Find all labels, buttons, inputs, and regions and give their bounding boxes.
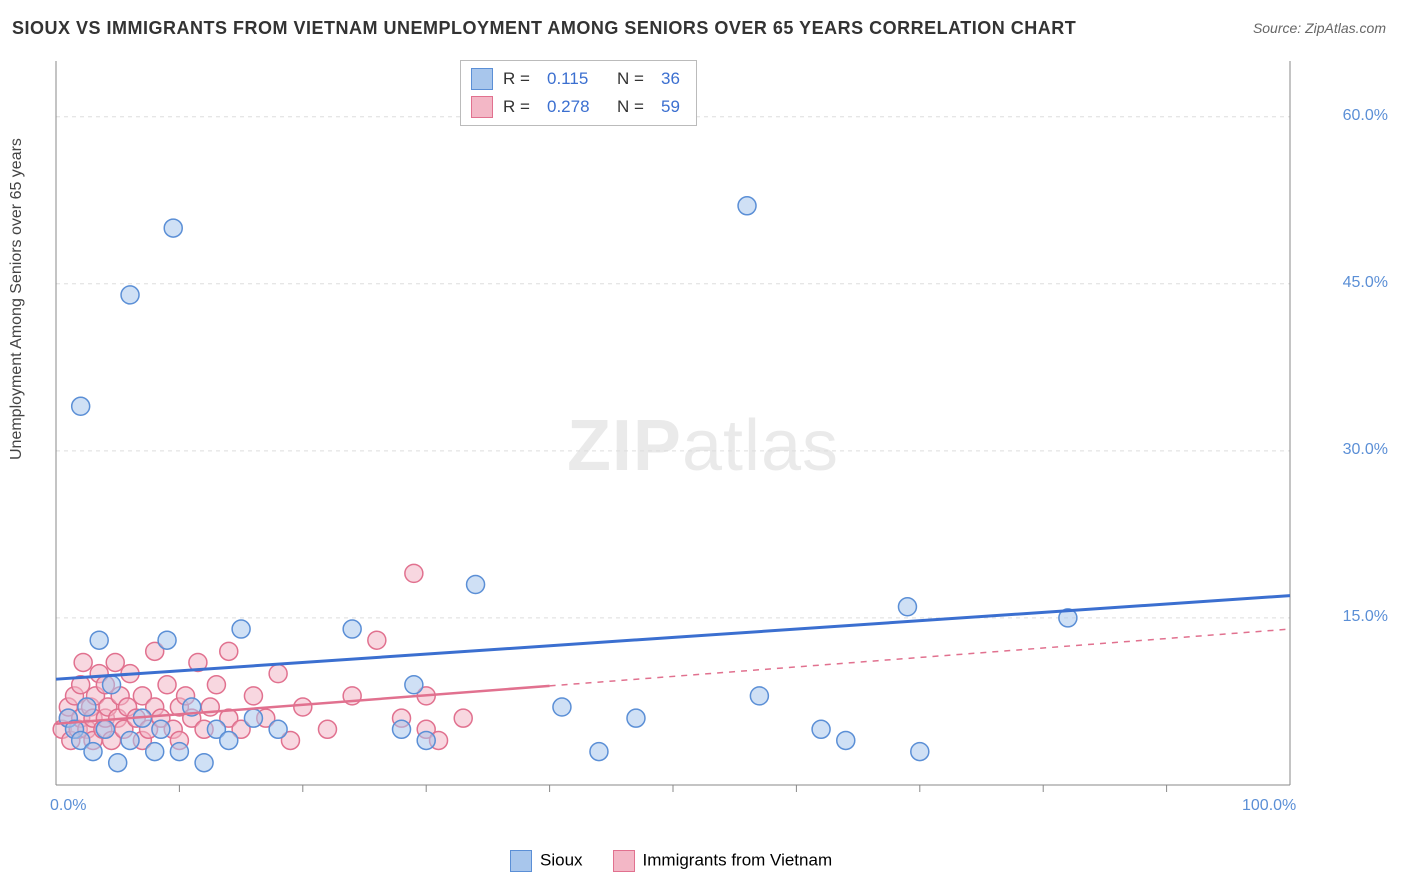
scatter-point: [467, 576, 485, 594]
scatter-point: [96, 720, 114, 738]
scatter-point: [109, 754, 127, 772]
scatter-point: [170, 743, 188, 761]
scatter-point: [232, 620, 250, 638]
y-tick-label: 30.0%: [1343, 441, 1388, 459]
scatter-point: [207, 676, 225, 694]
stats-legend: R = 0.115 N = 36 R = 0.278 N = 59: [460, 60, 697, 126]
scatter-point: [590, 743, 608, 761]
scatter-point: [244, 709, 262, 727]
scatter-point: [294, 698, 312, 716]
stats-legend-row: R = 0.115 N = 36: [471, 65, 680, 93]
scatter-point: [417, 731, 435, 749]
r-label: R =: [503, 65, 537, 93]
legend-swatch: [471, 96, 493, 118]
scatter-point: [220, 642, 238, 660]
scatter-point: [103, 676, 121, 694]
scatter-point: [343, 620, 361, 638]
chart-title: SIOUX VS IMMIGRANTS FROM VIETNAM UNEMPLO…: [12, 18, 1076, 39]
legend-swatch: [510, 850, 532, 872]
scatter-point: [106, 653, 124, 671]
series-legend: Sioux Immigrants from Vietnam: [510, 850, 832, 872]
series-legend-label: Immigrants from Vietnam: [643, 850, 833, 869]
scatter-point: [146, 743, 164, 761]
scatter-point: [405, 564, 423, 582]
x-tick-label: 100.0%: [1242, 797, 1296, 815]
scatter-point: [72, 397, 90, 415]
scatter-point: [318, 720, 336, 738]
scatter-point: [837, 731, 855, 749]
r-value: 0.115: [547, 65, 607, 93]
x-tick-label: 0.0%: [50, 797, 86, 815]
series-legend-item: Immigrants from Vietnam: [613, 850, 833, 872]
scatter-point: [220, 731, 238, 749]
r-label: R =: [503, 93, 537, 121]
y-tick-label: 15.0%: [1343, 608, 1388, 626]
series-legend-label: Sioux: [540, 850, 583, 869]
n-label: N =: [617, 93, 651, 121]
scatter-point: [738, 197, 756, 215]
scatter-point: [269, 665, 287, 683]
scatter-point: [158, 631, 176, 649]
n-value: 36: [661, 65, 680, 93]
scatter-point: [911, 743, 929, 761]
scatter-point: [368, 631, 386, 649]
y-axis-label: Unemployment Among Seniors over 65 years: [8, 138, 26, 460]
series-legend-item: Sioux: [510, 850, 583, 872]
scatter-point: [393, 720, 411, 738]
scatter-point: [244, 687, 262, 705]
scatter-point: [78, 698, 96, 716]
scatter-point: [121, 731, 139, 749]
n-value: 59: [661, 93, 680, 121]
scatter-point: [812, 720, 830, 738]
scatter-chart: [50, 55, 1350, 825]
scatter-point: [84, 743, 102, 761]
scatter-point: [74, 653, 92, 671]
scatter-point: [553, 698, 571, 716]
scatter-point: [750, 687, 768, 705]
scatter-point: [152, 720, 170, 738]
y-tick-label: 45.0%: [1343, 274, 1388, 292]
scatter-point: [90, 631, 108, 649]
scatter-point: [269, 720, 287, 738]
scatter-point: [898, 598, 916, 616]
scatter-point: [405, 676, 423, 694]
scatter-point: [454, 709, 472, 727]
stats-legend-row: R = 0.278 N = 59: [471, 93, 680, 121]
scatter-point: [158, 676, 176, 694]
scatter-point: [627, 709, 645, 727]
legend-swatch: [613, 850, 635, 872]
source-attribution: Source: ZipAtlas.com: [1253, 20, 1386, 36]
scatter-point: [164, 219, 182, 237]
y-tick-label: 60.0%: [1343, 107, 1388, 125]
n-label: N =: [617, 65, 651, 93]
legend-swatch: [471, 68, 493, 90]
r-value: 0.278: [547, 93, 607, 121]
scatter-point: [121, 286, 139, 304]
scatter-point: [195, 754, 213, 772]
